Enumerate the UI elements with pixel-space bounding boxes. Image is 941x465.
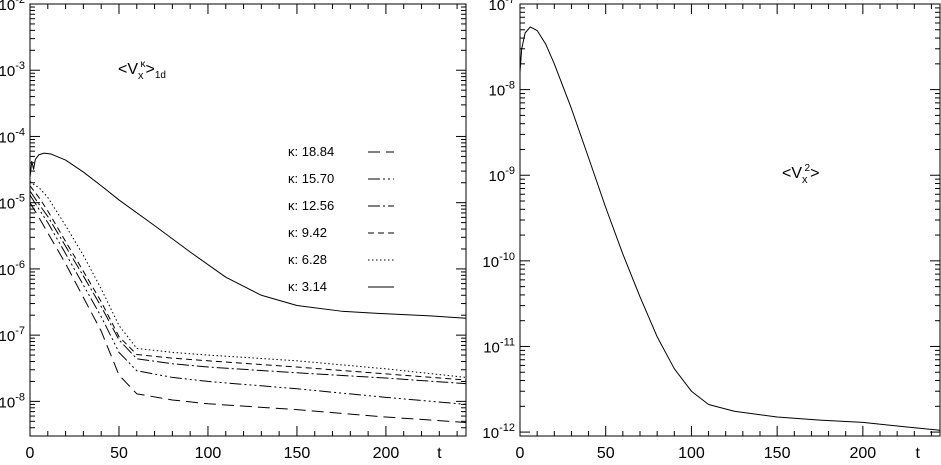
y-tick-label: 10-5 [0,193,25,213]
plot-frame [519,3,941,437]
y-tick-label: 10-2 [0,0,25,14]
left-panel: 10-2 10-3 10-4 10-5 10-6 10-7 10-8 0 50 100 150 200… [0,0,467,462]
y-tick-label: 10-11 [483,336,515,356]
right-panel: 10-7 10-8 10-9 10-10 10-11 10-120 50 100 150 200 t… [482,0,941,462]
x-tick-label: 200 [850,445,877,462]
annotation-label: <Vx2> [782,163,819,186]
x-tick-label: 0 [516,445,525,462]
y-tick-label: 10-6 [0,259,25,279]
x-tick-label: 150 [284,445,311,462]
x-tick-label: 100 [678,445,705,462]
legend-label: κ: 3.14 [288,279,327,294]
y-tick-label: 10-4 [0,126,25,146]
x-tick-label: 100 [195,445,222,462]
series-line-1570 [29,194,467,405]
y-tick-label: 10-12 [482,422,515,442]
y-tick-label: 10-8 [489,80,515,100]
series-line-main [519,26,941,431]
x-tick-label: 150 [764,445,791,462]
legend-label: κ: 6.28 [288,252,327,267]
series-line-1884 [29,202,467,423]
y-tick-label: 10-3 [0,60,25,80]
x-tick-label: 200 [373,445,400,462]
y-tick-label: 10-10 [482,251,515,271]
x-axis-label: t [437,445,442,462]
x-axis-label: t [915,445,920,462]
series-line-1256 [29,190,467,385]
y-tick-label: 10-7 [489,0,515,14]
series-line-942 [29,185,467,381]
x-tick-label: 50 [597,445,615,462]
legend-label: κ: 12.56 [288,198,334,213]
legend-label: κ: 9.42 [288,225,327,240]
y-tick-label: 10-9 [489,165,515,185]
series-line-628 [29,180,467,378]
annotation-label: <Vxκ>1d [118,59,166,82]
y-tick-label: 10-8 [0,391,25,411]
series-line-314 [29,152,467,319]
legend-label: κ: 18.84 [288,144,334,159]
y-tick-label: 10-7 [0,325,25,345]
x-tick-label: 0 [26,445,35,462]
legend-label: κ: 15.70 [288,171,334,186]
plot-frame [29,3,467,437]
x-tick-label: 50 [110,445,128,462]
